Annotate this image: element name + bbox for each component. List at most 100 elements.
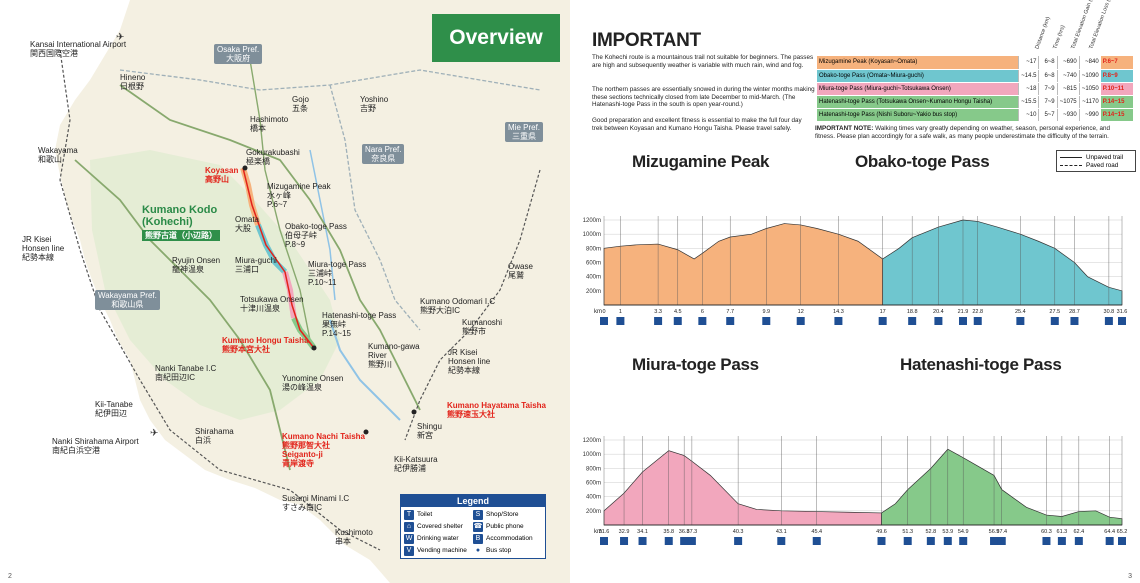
x-tick-label: 60.3: [1041, 529, 1052, 535]
cell-name: Hatenashi-toge Pass (Totsukawa Onsen~Kum…: [817, 95, 1019, 109]
x-tick-label: 64.4: [1104, 529, 1115, 535]
facility-icon: [600, 537, 608, 545]
x-tick-label: 0: [602, 309, 605, 315]
y-tick-label: 400m: [586, 495, 601, 501]
facility-icon: [1118, 537, 1126, 545]
trail-name-jp: 熊野古道（小辺路）: [142, 230, 220, 241]
x-tick-label: 18.8: [907, 309, 918, 315]
x-tick-label: 54.9: [958, 529, 969, 535]
cell-dist: ~15.5: [1018, 95, 1039, 109]
paragraph: The Kohechi route is a mountainous trail…: [592, 54, 814, 69]
cell-dist: ~18: [1018, 82, 1039, 96]
place-hayatama: Kumano Hayatama Taisha 熊野速玉大社: [447, 401, 546, 419]
x-tick-label: 57.4: [996, 529, 1007, 535]
x-tick-label: 52.8: [925, 529, 936, 535]
road: [119, 84, 421, 411]
y-tick-label: 800m: [586, 246, 601, 252]
x-tick-label: 1: [619, 309, 622, 315]
y-tick-label: 1000m: [583, 452, 601, 458]
cell-page: P.8~9: [1100, 69, 1133, 83]
facility-icon: [762, 317, 771, 325]
cell-dist: ~17: [1018, 56, 1039, 70]
cell-dist: ~10: [1018, 108, 1039, 122]
facility-icon: [638, 537, 647, 545]
facility-icon: [943, 537, 952, 545]
cell-gain: ~740: [1056, 69, 1080, 83]
legend-item: B Accommodation: [473, 533, 542, 544]
cell-time: 7~9: [1038, 82, 1058, 96]
facility-icon: [698, 317, 707, 325]
x-tick-label: 53.9: [942, 529, 953, 535]
facility-icon: [934, 317, 943, 325]
place-label: Kansai International Airport 関西国際空港: [30, 40, 127, 58]
cell-page: P.10~11: [1100, 82, 1133, 96]
bus-icon: ●: [473, 545, 483, 556]
facility-icon: [1042, 537, 1051, 545]
x-axis-label: km: [594, 309, 602, 315]
facility-icon: [664, 537, 673, 545]
x-tick-label: 20.4: [933, 309, 944, 315]
place-label: Totsukawa Onsen 十津川温泉: [240, 295, 304, 313]
y-tick-label: 200m: [586, 289, 601, 295]
x-tick-label: 17: [880, 309, 886, 315]
x-tick-label: 45.4: [811, 529, 822, 535]
place-label: Omata 大股: [235, 215, 260, 233]
place-label: Ryujin Onsen 龍神温泉: [172, 256, 221, 274]
trail-key: Unpaved trail Paved road: [1056, 150, 1136, 172]
x-tick-label: 56.9: [989, 529, 1000, 535]
section-title: Obako-toge Pass: [855, 152, 990, 171]
facility-icon: [600, 317, 608, 325]
facility-icon: [620, 537, 629, 545]
table-row: Hatenashi-toge Pass (Nishi Suboru~Yakio …: [817, 108, 1133, 122]
place-label: JR Kisei Honsen line 紀勢本線: [448, 348, 491, 375]
vending-icon: V: [404, 545, 414, 556]
y-tick-label: 1000m: [583, 232, 601, 238]
pref-nara: Nara Pref. 奈良県: [362, 144, 405, 164]
table-row: Hatenashi-toge Pass (Totsukawa Onsen~Kum…: [817, 95, 1133, 109]
cell-page: P.6~7: [1100, 56, 1133, 70]
facility-icon: [680, 537, 689, 545]
x-axis-label: km: [594, 529, 602, 535]
legend-item: ● Bus stop: [473, 545, 542, 556]
facility-icon: [1050, 317, 1059, 325]
x-tick-label: 51.3: [902, 529, 913, 535]
cell-gain: ~1075: [1056, 95, 1080, 109]
overview-banner: Overview: [432, 14, 560, 62]
x-tick-label: 36.8: [679, 529, 690, 535]
x-tick-label: 43.1: [776, 529, 787, 535]
cell-loss: ~840: [1078, 56, 1101, 70]
facility-icon: [908, 317, 917, 325]
x-tick-label: 61.3: [1057, 529, 1068, 535]
cell-loss: ~990: [1078, 108, 1101, 122]
road: [249, 59, 311, 341]
place-label: Hatenashi-toge Pass 果無峠 P.14~15: [322, 311, 397, 338]
overview-map-page: ✈ ✈ Overview Osaka Pref. 大阪府 Nara Pref. 奈良…: [8, 0, 570, 583]
cell-loss: ~1090: [1078, 69, 1101, 83]
place-label: Kumano Odomari I.C 熊野大泊IC: [420, 297, 496, 315]
trail-name: Kumano Kodo (Kohechi): [142, 204, 218, 228]
y-tick-label: 600m: [586, 261, 601, 267]
table-row: Mizugamine Peak (Koyasan~Omata) ~17 6~8 ~69…: [817, 56, 1133, 70]
place-label: Miura-guchi 三浦口: [235, 256, 277, 274]
x-tick-label: 28.7: [1069, 309, 1080, 315]
water-icon: W: [404, 533, 414, 544]
x-tick-label: 32.9: [619, 529, 630, 535]
nachi-marker: [363, 429, 369, 435]
cell-time: 5~7: [1038, 108, 1058, 122]
pref-mie: Mie Pref. 三重県: [505, 122, 544, 142]
section-title: Miura-toge Pass: [632, 355, 759, 374]
facility-icon: [926, 537, 935, 545]
x-tick-label: 6: [701, 309, 704, 315]
facility-icon: [796, 317, 805, 325]
trail-line: [242, 167, 315, 349]
cell-dist: ~14.5: [1018, 69, 1039, 83]
elevation-area: [603, 450, 882, 526]
x-tick-label: 9.9: [762, 309, 770, 315]
railway: [404, 169, 541, 441]
place-label: Kumano-gawa River 熊野川: [368, 342, 420, 369]
hongu-marker: [311, 345, 317, 351]
phone-icon: ☎: [473, 521, 483, 532]
pref-wakayama: Wakayama Pref. 和歌山県: [95, 290, 160, 310]
y-tick-label: 600m: [586, 481, 601, 487]
map-canvas: ✈ ✈: [55, 0, 570, 583]
